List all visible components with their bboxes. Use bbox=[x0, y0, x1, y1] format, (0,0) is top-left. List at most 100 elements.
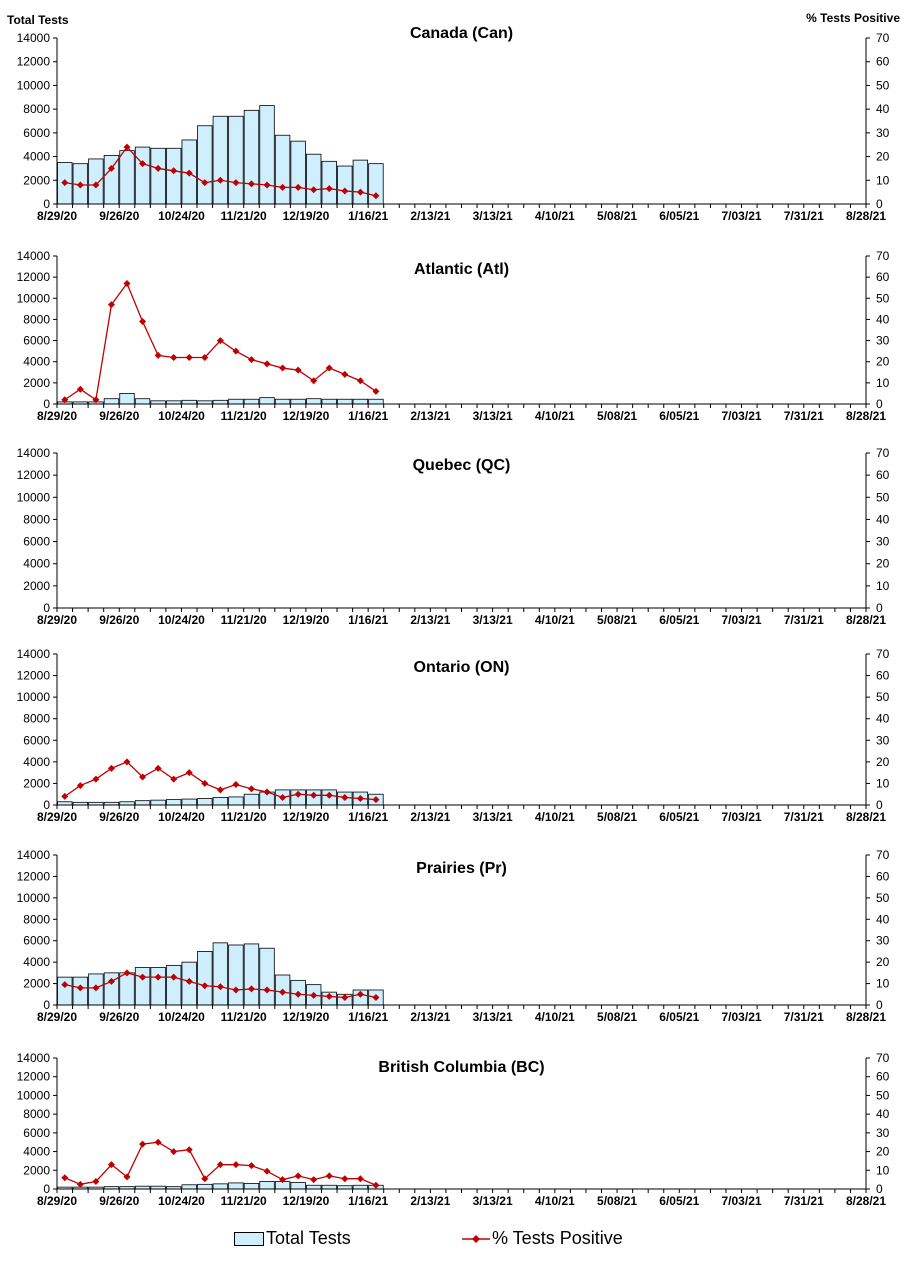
tests-positive-point bbox=[372, 387, 380, 395]
total-tests-bar bbox=[274, 398, 291, 405]
right-tick-label: 20 bbox=[876, 955, 890, 969]
tests-positive-point bbox=[154, 351, 162, 359]
left-tick-label: 12000 bbox=[17, 55, 51, 69]
right-tick-label: 10 bbox=[876, 977, 890, 991]
total-tests-bar bbox=[290, 398, 306, 405]
left-tick-label: 10000 bbox=[17, 891, 51, 905]
total-tests-bar bbox=[337, 398, 353, 405]
tests-positive-point bbox=[123, 1173, 131, 1181]
total-tests-bar bbox=[306, 1184, 322, 1190]
total-tests-bar bbox=[243, 398, 260, 405]
tests-positive-point bbox=[263, 360, 271, 368]
x-tick-label: 4/10/21 bbox=[535, 1010, 575, 1024]
tests-positive-point bbox=[107, 301, 115, 309]
tests-positive-point bbox=[107, 977, 115, 985]
x-tick-label: 2/13/21 bbox=[410, 209, 450, 223]
right-tick-label: 0 bbox=[876, 798, 883, 812]
tests-positive-point bbox=[294, 790, 302, 798]
x-tick-label: 8/28/21 bbox=[846, 409, 886, 423]
tests-positive-point bbox=[294, 1172, 302, 1180]
total-tests-bar bbox=[306, 153, 322, 205]
tests-positive-point bbox=[263, 1167, 271, 1175]
x-tick-label: 8/28/21 bbox=[846, 1010, 886, 1024]
x-tick-label: 5/08/21 bbox=[597, 613, 637, 627]
tests-positive-point bbox=[92, 1178, 100, 1186]
total-tests-bar bbox=[321, 1184, 337, 1190]
right-tick-label: 10 bbox=[876, 376, 890, 390]
total-tests-bar bbox=[228, 398, 244, 405]
tests-positive-point bbox=[232, 781, 240, 789]
x-tick-label: 4/10/21 bbox=[535, 1194, 575, 1208]
chart-title: Canada (Can) bbox=[410, 25, 513, 42]
left-tick-label: 8000 bbox=[23, 712, 50, 726]
tests-positive-point bbox=[325, 1172, 333, 1180]
x-tick-label: 9/26/20 bbox=[99, 1010, 139, 1024]
x-tick-label: 9/26/20 bbox=[99, 1194, 139, 1208]
x-tick-label: 2/13/21 bbox=[410, 613, 450, 627]
x-tick-label: 1/16/21 bbox=[348, 613, 388, 627]
tests-positive-point bbox=[279, 988, 287, 996]
total-tests-bar bbox=[119, 393, 135, 405]
left-tick-label: 12000 bbox=[17, 869, 51, 883]
total-tests-bar bbox=[150, 147, 166, 205]
tests-positive-point bbox=[154, 1138, 162, 1146]
x-tick-label: 7/03/21 bbox=[722, 209, 762, 223]
tests-positive-point bbox=[372, 994, 380, 1001]
total-tests-bar bbox=[274, 134, 291, 205]
tests-positive-point bbox=[232, 1161, 240, 1169]
total-tests-bar bbox=[290, 1182, 306, 1190]
tests-positive-point bbox=[263, 788, 271, 796]
left-tick-label: 2000 bbox=[23, 173, 50, 187]
tests-positive-point bbox=[201, 179, 209, 187]
total-tests-bar bbox=[181, 798, 197, 806]
tests-positive-point bbox=[76, 385, 84, 393]
right-tick-label: 60 bbox=[876, 270, 890, 284]
x-tick-label: 1/16/21 bbox=[348, 1194, 388, 1208]
total-tests-bar bbox=[197, 125, 213, 205]
total-tests-bar bbox=[306, 398, 322, 405]
tests-positive-point bbox=[61, 179, 69, 187]
right-tick-label: 10 bbox=[876, 173, 890, 187]
right-tick-label: 30 bbox=[876, 1126, 890, 1140]
tests-positive-point bbox=[356, 188, 364, 196]
tests-positive-point bbox=[139, 1140, 147, 1148]
x-tick-label: 6/05/21 bbox=[659, 613, 699, 627]
x-tick-label: 8/28/21 bbox=[846, 1194, 886, 1208]
tests-positive-point bbox=[279, 364, 287, 372]
tests-positive-point bbox=[310, 377, 318, 385]
right-tick-label: 50 bbox=[876, 291, 890, 305]
tests-positive-point bbox=[92, 181, 100, 189]
total-tests-bar bbox=[134, 967, 151, 1006]
total-tests-bar bbox=[243, 793, 260, 806]
tests-positive-point bbox=[216, 176, 224, 184]
legend-total-tests-label: Total Tests bbox=[266, 1228, 351, 1248]
total-tests-bar bbox=[134, 146, 151, 205]
tests-positive-point bbox=[279, 793, 287, 801]
tests-positive-point bbox=[232, 179, 240, 187]
total-tests-bar bbox=[321, 160, 337, 205]
x-tick-label: 7/03/21 bbox=[722, 1194, 762, 1208]
x-tick-label: 12/19/20 bbox=[283, 1194, 330, 1208]
tests-positive-point bbox=[279, 183, 287, 191]
right-axis-title: % Tests Positive bbox=[806, 11, 900, 25]
right-tick-label: 40 bbox=[876, 312, 890, 326]
x-tick-label: 6/05/21 bbox=[659, 1194, 699, 1208]
total-tests-bar bbox=[88, 158, 104, 205]
total-tests-bar bbox=[119, 150, 135, 205]
chart-title: Quebec (QC) bbox=[413, 457, 511, 474]
tests-positive-point bbox=[310, 186, 318, 194]
tests-positive-point bbox=[123, 758, 131, 766]
x-tick-label: 3/13/21 bbox=[473, 1194, 513, 1208]
x-tick-label: 8/29/20 bbox=[37, 209, 77, 223]
x-tick-label: 6/05/21 bbox=[659, 409, 699, 423]
x-tick-label: 5/08/21 bbox=[597, 209, 637, 223]
x-tick-label: 5/08/21 bbox=[597, 409, 637, 423]
total-tests-bar bbox=[228, 115, 244, 205]
left-tick-label: 0 bbox=[43, 1182, 50, 1196]
tests-positive-point bbox=[61, 396, 69, 404]
left-tick-label: 2000 bbox=[23, 776, 50, 790]
tests-positive-point bbox=[247, 1162, 255, 1170]
total-tests-bar bbox=[134, 398, 151, 405]
left-tick-label: 6000 bbox=[23, 535, 50, 549]
right-tick-label: 60 bbox=[876, 869, 890, 883]
